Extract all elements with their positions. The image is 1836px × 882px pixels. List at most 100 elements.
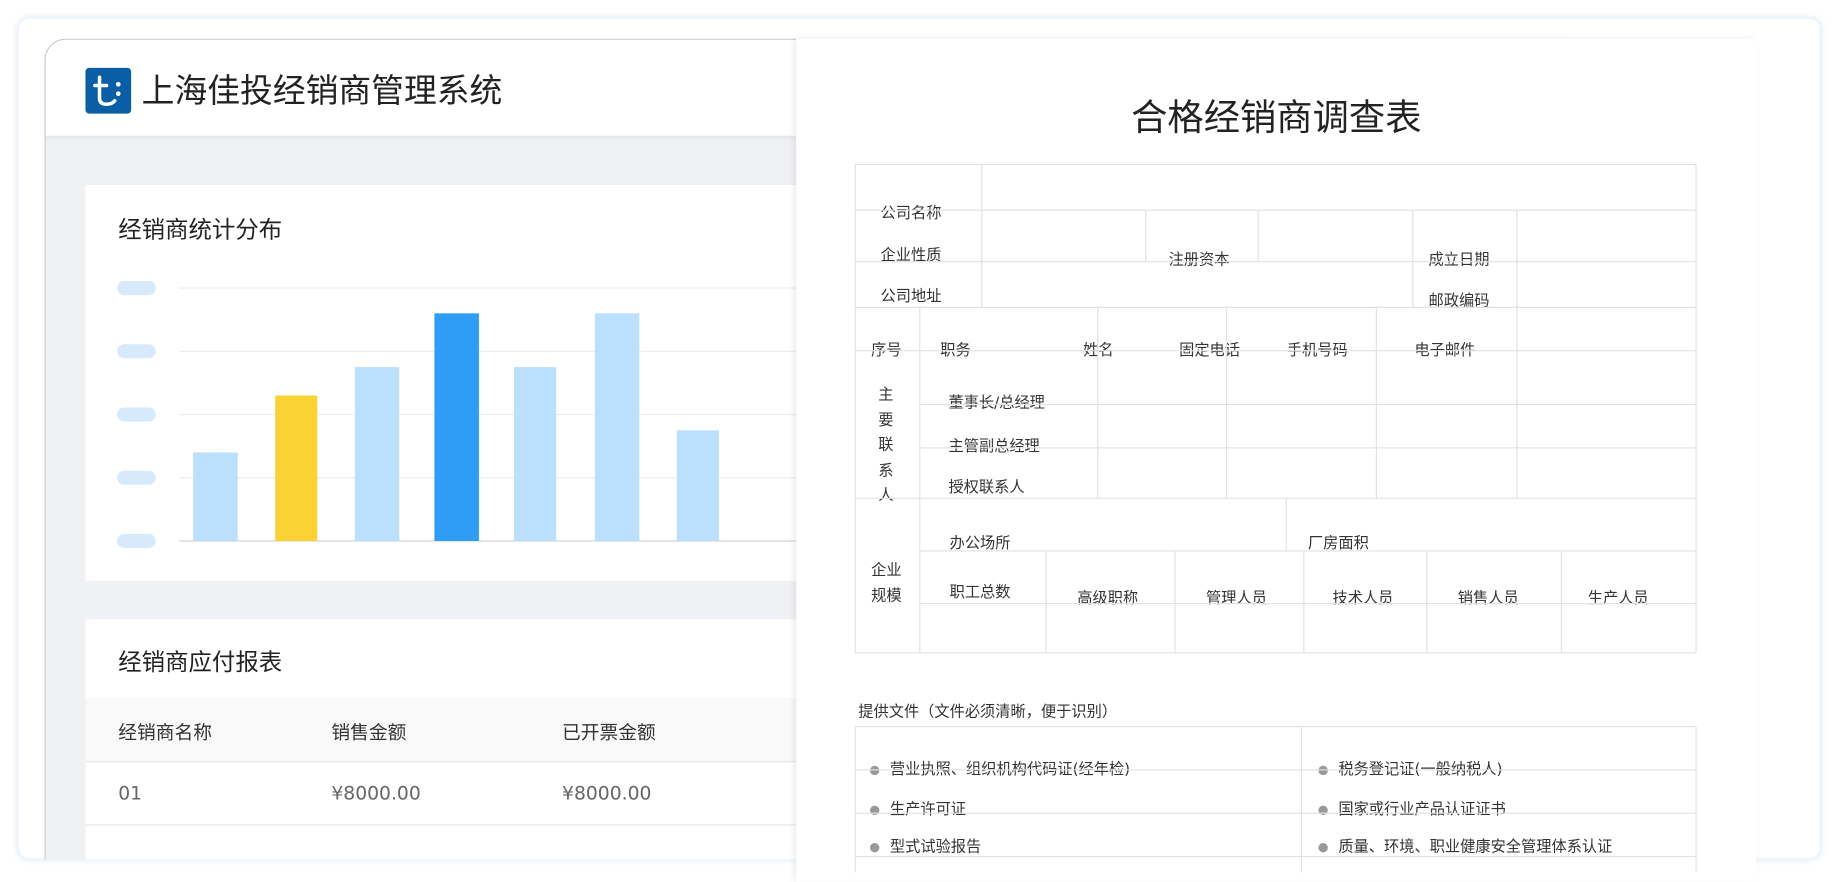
grid-line xyxy=(1097,306,1099,498)
doc-label: 型式试验报告 xyxy=(889,838,982,856)
column-header: 已开票金额 xyxy=(562,721,656,744)
label-postal-code: 邮政编码 xyxy=(1428,292,1490,311)
char: 联 xyxy=(878,436,894,455)
grid-line xyxy=(1285,497,1287,551)
staff-senior: 高级职称 xyxy=(1077,590,1139,608)
doc-label: 生产许可证 xyxy=(889,800,967,819)
scale-group-label: 企业 规模 xyxy=(871,559,901,609)
grid-line xyxy=(854,812,1696,814)
y-tick-placeholder xyxy=(117,407,156,422)
label-company-name: 公司名称 xyxy=(880,204,942,223)
column-header: 经销商名称 xyxy=(118,721,212,744)
grid-line xyxy=(854,652,1696,654)
doc-item: 国家或行业产品认证证书 xyxy=(1318,796,1506,818)
payables-title: 经销商应付报表 xyxy=(118,647,283,676)
doc-item: 型式试验报告 xyxy=(869,834,982,856)
grid-line xyxy=(1695,725,1697,873)
grid-line xyxy=(1303,550,1305,653)
form-grid: 公司名称 企业性质 注册资本 成立日期 公司地址 邮政编码 序号 职务 姓名 固… xyxy=(796,39,1756,882)
label-registered-capital: 注册资本 xyxy=(1168,251,1230,270)
y-tick-placeholder xyxy=(117,281,156,296)
table-header: 经销商名称 销售金额 已开票金额 xyxy=(85,697,812,763)
label-company-type: 企业性质 xyxy=(880,247,942,265)
bullet-icon xyxy=(1318,842,1328,852)
survey-form: 合格经销商调查表 公司名称 企业性质 注册资本 成立日期 公司地址 邮政编码 序… xyxy=(796,38,1757,882)
grid-line xyxy=(854,725,1696,728)
app-title: 上海佳投经销商管理系统 xyxy=(141,71,503,111)
label-company-address: 公司地址 xyxy=(880,288,942,306)
grid-line xyxy=(1695,163,1697,653)
grid-line xyxy=(854,209,1696,211)
bar xyxy=(434,313,479,541)
staff-management: 管理人员 xyxy=(1206,590,1267,608)
grid-line xyxy=(1225,306,1228,498)
doc-label: 质量、环境、职业健康安全管理体系认证 xyxy=(1338,838,1613,856)
header-email: 电子邮件 xyxy=(1414,341,1476,360)
bullet-icon xyxy=(869,805,880,815)
grid-line xyxy=(981,163,983,307)
grid-line xyxy=(919,306,921,653)
grid-line xyxy=(854,350,1696,352)
table-cell: ¥8000.00 xyxy=(562,782,652,805)
bar xyxy=(354,367,400,541)
logo-icon xyxy=(85,67,132,114)
bar xyxy=(594,313,640,541)
staff-total: 职工总数 xyxy=(949,584,1011,602)
grid-line xyxy=(854,163,1696,166)
bullet-icon xyxy=(1318,805,1328,815)
char: 规模 xyxy=(871,587,902,605)
table-row[interactable]: 01 ¥8000.00 ¥8000.00 xyxy=(85,762,812,826)
grid-line xyxy=(919,403,1696,406)
header-phone: 固定电话 xyxy=(1179,341,1241,360)
grid-line xyxy=(854,725,856,873)
table-cell: ¥8000.00 xyxy=(331,782,421,805)
grid-line xyxy=(1257,209,1259,262)
grid-line xyxy=(854,497,1696,499)
bullet-icon xyxy=(869,842,880,852)
grid-line xyxy=(919,550,1696,552)
grid-line xyxy=(854,261,1696,263)
doc-item: 营业执照、组织机构代码证(经年检) xyxy=(869,756,1130,779)
label-office: 办公场所 xyxy=(949,535,1011,553)
grid-line xyxy=(1300,725,1303,873)
header-index: 序号 xyxy=(871,341,902,360)
grid-line xyxy=(1560,550,1563,653)
header-mobile: 手机号码 xyxy=(1286,341,1348,360)
doc-item: 税务登记证(一般纳税人) xyxy=(1318,756,1502,779)
grid-line xyxy=(919,603,1696,605)
staff-technical: 技术人员 xyxy=(1332,590,1394,608)
doc-item: 生产许可证 xyxy=(869,796,967,819)
grid-line xyxy=(854,855,1696,858)
role-vice-gm: 主管副总经理 xyxy=(948,437,1040,456)
y-tick-placeholder xyxy=(117,344,156,359)
y-tick-placeholder xyxy=(117,533,156,548)
grid-line xyxy=(919,447,1696,449)
label-factory-area: 厂房面积 xyxy=(1307,535,1369,553)
grid-line xyxy=(1516,209,1518,307)
payables-card: 经销商应付报表 经销商名称 销售金额 已开票金额 01 ¥8000.00 ¥80… xyxy=(85,619,812,860)
chart-title: 经销商统计分布 xyxy=(118,215,283,244)
table-cell: 01 xyxy=(118,782,143,805)
staff-sales: 销售人员 xyxy=(1457,590,1519,608)
grid-line xyxy=(854,163,856,653)
label-founded-date: 成立日期 xyxy=(1428,251,1490,270)
chart-card: 经销商统计分布 xyxy=(85,185,812,581)
column-header: 销售金额 xyxy=(331,721,407,744)
grid-line xyxy=(854,769,1696,771)
grid-line xyxy=(1412,209,1414,307)
bar-chart xyxy=(117,281,812,548)
grid-line xyxy=(854,306,1696,308)
staff-production: 生产人员 xyxy=(1587,590,1649,608)
char: 企业 xyxy=(871,562,902,580)
role-chairman: 董事长/总经理 xyxy=(948,394,1045,413)
char: 人 xyxy=(878,487,894,505)
char: 要 xyxy=(878,411,894,430)
char: 系 xyxy=(878,461,894,480)
header-name: 姓名 xyxy=(1083,341,1114,360)
bar xyxy=(193,452,238,541)
form-title: 合格经销商调查表 xyxy=(1131,97,1422,140)
bar xyxy=(676,430,719,541)
y-tick-placeholder xyxy=(117,470,156,485)
bar xyxy=(514,367,557,541)
char: 主 xyxy=(878,386,894,404)
